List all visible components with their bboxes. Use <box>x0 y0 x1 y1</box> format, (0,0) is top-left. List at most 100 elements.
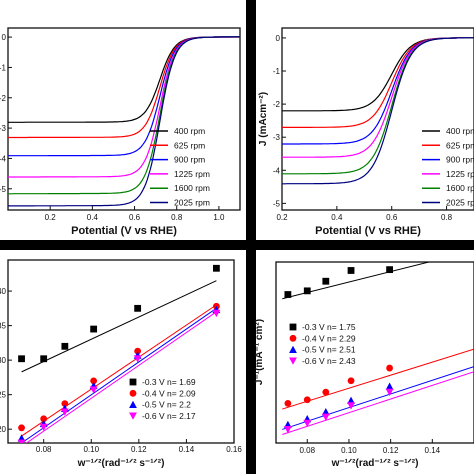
y-tick-label: -5 <box>0 185 7 194</box>
x-axis-label: w⁻¹ᐟ²(rad⁻¹ᐟ² s⁻¹ᐟ²) <box>77 458 165 469</box>
legend-label: 625 rpm <box>174 140 205 150</box>
data-point <box>385 382 394 390</box>
y-tick-label: -2 <box>273 100 281 109</box>
legend-label: 900 rpm <box>446 155 474 165</box>
fit-line-4 <box>25 311 217 443</box>
x-tick-label: 0.6 <box>129 213 141 222</box>
legend-marker <box>289 345 297 353</box>
legend-marker <box>129 412 137 420</box>
data-point <box>212 264 220 272</box>
x-axis-label: Potential (V vs RHE) <box>315 225 421 237</box>
data-point <box>61 342 69 350</box>
data-point <box>321 407 330 416</box>
chart-panel-1: 0.2 0.4 0.6 0.8 1.0 0 -1 -2 -3 -4 -5 Potential (V v… <box>0 0 246 240</box>
x-tick-label: 0.14 <box>179 445 195 454</box>
data-point <box>134 347 142 355</box>
x-tick-label: 0.12 <box>131 445 147 454</box>
x-tick-label: 0.4 <box>331 213 343 222</box>
legend-label: 2025 rpm <box>174 198 210 208</box>
data-point <box>386 364 393 372</box>
legend-label: 625 rpm <box>446 140 474 150</box>
data-point <box>322 388 330 396</box>
fit-line-3 <box>282 366 474 430</box>
y-tick-label: .35 <box>0 322 7 331</box>
legend-label: 2025 rpm <box>446 198 474 208</box>
legend-marker <box>289 334 297 342</box>
data-point <box>385 388 394 396</box>
legend-label: 400 rpm <box>446 126 474 136</box>
legend-label: -0.6 V n= 2.43 <box>302 356 356 366</box>
legend-label: -0.4 V n= 2.29 <box>302 333 356 343</box>
y-tick-label: .30 <box>0 356 7 365</box>
fit-line-2 <box>282 348 474 410</box>
legend-label: 900 rpm <box>174 155 205 165</box>
plot-area <box>17 264 221 443</box>
data-point <box>17 439 26 443</box>
chart-panel-4: 0.08 0.10 0.12 0.14 w⁻¹ᐟ²(rad⁻¹ᐟ² s⁻¹ᐟ²) J⁻¹(… <box>254 250 474 474</box>
x-tick-label: 1.0 <box>213 213 225 222</box>
legend-label: -0.5 V n= 2.2 <box>142 400 191 410</box>
data-point <box>133 355 142 363</box>
data-point <box>347 402 355 410</box>
axes-frame <box>275 261 474 444</box>
chart-panel-3: 0.08 0.10 0.12 0.14 0.16 .20 .25 .30 .35 .40 w⁻¹ᐟ²… <box>0 250 246 474</box>
plot-area <box>8 36 240 207</box>
y-tick-label: -3 <box>273 133 281 142</box>
legend-marker <box>289 357 297 365</box>
panel-background <box>256 250 474 474</box>
data-point <box>303 419 312 428</box>
data-point <box>347 396 355 404</box>
x-axis-label: w⁻¹ᐟ²(rad⁻¹ᐟ² s⁻¹ᐟ²) <box>331 458 419 469</box>
legend-label: -0.3 V n= 1.69 <box>142 377 196 387</box>
legend-marker <box>129 378 137 386</box>
legend-label: -0.4 V n= 2.09 <box>142 388 196 398</box>
legend-label: -0.3 V n= 1.75 <box>302 322 356 332</box>
y-tick-label: 0 <box>276 34 281 43</box>
x-tick-label: 0.8 <box>441 213 453 222</box>
legend-marker <box>129 400 137 408</box>
fit-line-1 <box>21 280 217 373</box>
y-tick-label: -3 <box>0 124 7 133</box>
y-axis-label: J (mAcm⁻²) <box>258 92 269 146</box>
legend-marker <box>129 389 137 397</box>
data-point <box>386 266 393 274</box>
axes-frame <box>281 27 474 211</box>
y-axis-label: J⁻¹(mA⁻¹ cm²) <box>254 319 265 385</box>
y-tick-label: -1 <box>0 63 7 72</box>
y-tick-label: -4 <box>0 154 7 163</box>
y-tick-label: .40 <box>0 287 7 296</box>
x-tick-label: 0.14 <box>425 446 441 455</box>
fit-line-1 <box>282 262 431 300</box>
x-tick-label: 0.6 <box>386 213 398 222</box>
legend-label: 1225 rpm <box>446 169 474 179</box>
axes-frame <box>7 259 235 444</box>
x-tick-label: 0.08 <box>36 445 52 454</box>
data-point <box>61 400 69 408</box>
y-tick-label: .20 <box>0 425 7 434</box>
legend-label: -0.5 V n= 2.51 <box>302 345 356 355</box>
axes-frame <box>7 27 241 211</box>
x-tick-label: 0.10 <box>83 445 99 454</box>
data-point <box>284 291 292 298</box>
legend-label: -0.6 V n= 2.17 <box>142 411 196 421</box>
plot-area <box>282 262 474 435</box>
data-point <box>321 413 330 421</box>
legend-label: 1600 rpm <box>446 183 474 193</box>
legend-label: 1225 rpm <box>174 169 210 179</box>
y-tick-label: -4 <box>273 166 281 175</box>
data-point <box>134 304 142 312</box>
series-line-6 <box>282 37 474 185</box>
panel-background <box>256 0 474 240</box>
chart-panel-2: 0.2 0.4 0.6 0.8 0 -1 -2 -3 -4 -5 Potential (V vs R… <box>256 0 474 240</box>
x-tick-label: 0.12 <box>383 446 399 455</box>
data-point <box>90 325 98 333</box>
y-tick-label: -5 <box>273 199 281 208</box>
data-point <box>347 377 355 385</box>
data-point <box>303 287 311 295</box>
legend-label: 1600 rpm <box>174 183 210 193</box>
data-point <box>89 386 98 394</box>
data-point <box>60 408 69 416</box>
x-tick-label: 0.4 <box>87 213 99 222</box>
fit-line-2 <box>21 304 217 437</box>
